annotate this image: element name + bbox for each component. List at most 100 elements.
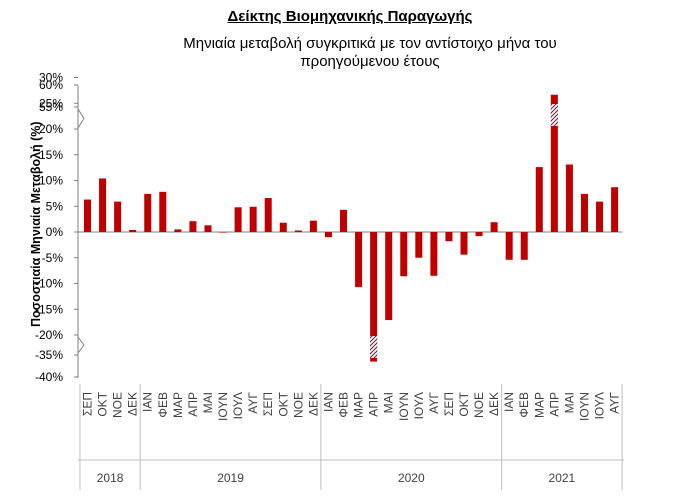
bar: [370, 232, 378, 362]
x-tick-label: ΑΥΓ: [427, 392, 441, 414]
bar: [445, 232, 453, 242]
x-tick-label: ΑΥΓ: [246, 392, 260, 414]
bar: [400, 232, 408, 277]
chart-title: Δείκτης Βιομηχανικής Παραγωγής: [227, 8, 473, 25]
x-tick-label: ΜΑΙ: [201, 392, 215, 413]
bar: [490, 222, 498, 232]
bar: [550, 94, 558, 233]
y-tick-label: 60%: [39, 78, 63, 92]
bar: [505, 232, 513, 260]
bar: [355, 232, 363, 288]
x-tick-label: ΔΕΚ: [126, 392, 140, 416]
bar: [279, 222, 287, 232]
x-tick-label: ΙΟΥΛ: [412, 392, 426, 419]
x-tick-label: ΝΟΕ: [111, 392, 125, 418]
x-tick-label: ΜΑΙ: [562, 392, 576, 413]
y-axis-break-marker: [77, 108, 85, 129]
y-tick-label: 10%: [39, 174, 63, 188]
x-group-label: 2021: [549, 471, 576, 485]
bar: [611, 187, 619, 232]
bar: [84, 199, 91, 232]
bar: [114, 201, 122, 232]
x-tick-label: ΑΠΡ: [186, 392, 200, 417]
x-tick-label: ΙΟΥΝ: [397, 392, 411, 421]
y-tick-label: -35%: [35, 348, 63, 362]
x-group-label: 2018: [97, 471, 124, 485]
bars: [84, 94, 619, 362]
x-tick-label: ΦΕΒ: [517, 392, 531, 418]
bar: [385, 232, 393, 321]
bar: [189, 221, 197, 232]
x-tick-label: ΑΠΡ: [547, 392, 561, 417]
x-tick-label: ΟΚΤ: [276, 391, 290, 416]
bar: [324, 232, 332, 238]
x-tick-label: ΣΕΠ: [261, 392, 275, 416]
bar: [535, 167, 543, 232]
bar: [415, 232, 423, 258]
x-tick-label: ΙΟΥΝ: [577, 392, 591, 421]
bar: [174, 229, 182, 232]
x-tick-label: ΣΕΠ: [81, 392, 95, 416]
bar: [249, 206, 257, 232]
x-tick-label: ΔΕΚ: [306, 392, 320, 416]
x-tick-label: ΦΕΒ: [156, 392, 170, 418]
x-tick-label: ΣΕΠ: [442, 392, 456, 416]
y-tick-label: -20%: [35, 328, 63, 342]
bar: [129, 229, 137, 232]
bar: [204, 225, 212, 232]
bar: [219, 232, 227, 233]
bar: [460, 232, 468, 255]
y-tick-label: 20%: [39, 122, 63, 136]
x-tick-label: ΙΑΝ: [321, 392, 335, 412]
bar: [340, 209, 348, 232]
y-tick-labels: 60% 55% 30% 25% 20% 15% 10% 5% 0% -5% -10% -15% -20%…: [35, 71, 78, 384]
bar: [99, 178, 107, 232]
bar: [580, 193, 588, 232]
y-tick-label: -40%: [35, 370, 63, 384]
x-group-label: 2019: [217, 471, 244, 485]
y-tick-label: -15%: [35, 302, 63, 316]
bar: [234, 207, 242, 232]
y-tick-label: 30%: [39, 71, 63, 85]
x-tick-label: ΙΟΥΛ: [231, 392, 245, 419]
bar: [159, 191, 167, 232]
x-tick-label: ΜΑΙ: [382, 392, 396, 413]
x-tick-label: ΙΟΥΛ: [593, 392, 607, 419]
axis-breaks: [77, 108, 85, 354]
y-tick-label: 0%: [46, 225, 64, 239]
bar: [596, 201, 604, 232]
x-tick-label: ΜΑΡ: [352, 392, 366, 418]
x-tick-label: ΙΑΝ: [502, 392, 516, 412]
x-tick-label: ΔΕΚ: [487, 392, 501, 416]
x-tick-label: ΟΚΤ: [96, 391, 110, 416]
bar: [309, 220, 317, 232]
bar: [294, 230, 302, 232]
x-axis-table: ΣΕΠ ΟΚΤ ΝΟΕ ΔΕΚ ΙΑΝ ΦΕΒ ΜΑΡ ΑΠΡ ΜΑΙ ΙΟΥΝ ΙΟΥΛ ΑΥΓ ΣΕ…: [78, 384, 625, 490]
x-tick-label: ΙΟΥΝ: [216, 392, 230, 421]
y-tick-label: 15%: [39, 148, 63, 162]
y-tick-label: 5%: [46, 199, 64, 213]
bar: [565, 164, 573, 232]
x-tick-label: ΑΥΓ: [608, 392, 622, 414]
y-tick-label: -5%: [42, 251, 64, 265]
x-tick-label: ΝΟΕ: [291, 392, 305, 418]
y-tick-label: -10%: [35, 277, 63, 291]
chart-subtitle: Μηνιαία μεταβολή συγκριτικά με τον αντίσ…: [183, 35, 557, 70]
x-tick-label: ΝΟΕ: [472, 392, 486, 418]
bar: [475, 232, 483, 237]
bar: [264, 198, 272, 232]
x-group-label: 2020: [398, 471, 425, 485]
x-tick-label: ΟΚΤ: [457, 391, 471, 416]
bar-break-marker: [550, 104, 558, 126]
x-tick-label: ΙΑΝ: [141, 392, 155, 412]
y-tick-label: 25%: [39, 96, 63, 110]
bar: [144, 193, 152, 232]
x-tick-label: ΑΠΡ: [367, 392, 381, 417]
bar: [520, 232, 528, 260]
x-tick-label: ΜΑΡ: [171, 392, 185, 418]
bar-break-marker: [370, 336, 378, 358]
y-tick-label: 55%: [39, 100, 63, 114]
x-tick-label: ΦΕΒ: [337, 392, 351, 418]
bar: [430, 232, 438, 276]
